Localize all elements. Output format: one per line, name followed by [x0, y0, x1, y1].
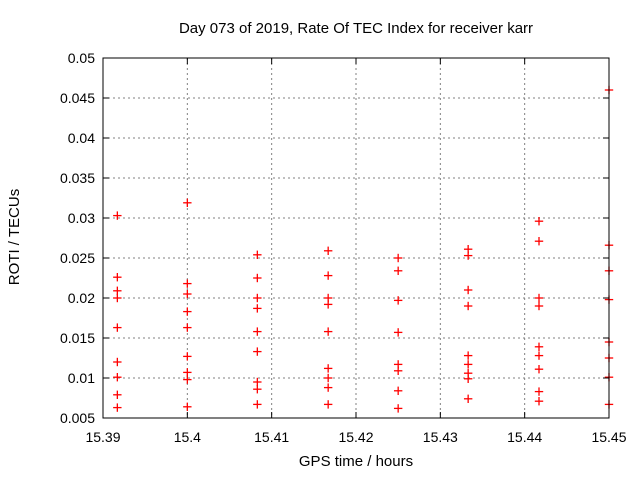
data-point-marker	[393, 386, 403, 395]
data-point-marker	[534, 365, 544, 374]
data-point-marker	[253, 293, 262, 303]
data-point-marker	[323, 373, 333, 383]
data-point-marker	[463, 351, 473, 360]
data-point-marker	[113, 403, 122, 412]
data-point-marker	[253, 250, 262, 259]
data-point-marker	[183, 289, 192, 299]
y-tick-label: 0.04	[68, 130, 95, 146]
data-point-marker	[253, 385, 262, 394]
y-axis-label: ROTI / TECUs	[6, 189, 23, 285]
data-point-marker	[113, 286, 122, 295]
data-point-marker	[253, 304, 262, 313]
data-point-marker	[183, 375, 192, 384]
data-point-marker	[253, 400, 262, 409]
data-point-marker	[253, 347, 262, 356]
data-point-marker	[113, 373, 122, 382]
data-point-marker	[113, 211, 122, 220]
data-point-marker	[463, 394, 473, 403]
data-point-marker	[323, 246, 333, 255]
tick-labels: 15.39 15.4 15.41 15.42 15.43 15.44 15.45 0.005 0…	[60, 50, 627, 445]
data-point-marker	[463, 301, 473, 311]
data-point-marker	[534, 237, 544, 246]
y-tick-label: 0.02	[68, 290, 95, 306]
y-tick-label: 0.005	[60, 410, 95, 426]
data-point-marker	[183, 368, 192, 377]
data-point-marker	[113, 390, 122, 399]
data-point-marker	[323, 271, 333, 280]
data-point-marker	[534, 293, 544, 303]
data-point-marker	[534, 301, 544, 311]
data-point-marker	[323, 383, 333, 392]
data-point-marker	[393, 296, 403, 305]
y-tick-label: 0.05	[68, 50, 95, 66]
data-point-marker	[323, 300, 333, 309]
y-tick-label: 0.045	[60, 90, 95, 106]
data-point-marker	[323, 327, 333, 336]
data-point-marker	[534, 217, 544, 226]
y-tick-label: 0.015	[60, 330, 95, 346]
data-point-marker	[183, 198, 192, 207]
data-point-marker	[113, 357, 122, 367]
data-point-marker	[393, 404, 403, 413]
data-point-marker	[463, 374, 473, 383]
data-point-marker	[323, 400, 333, 409]
data-point-marker	[463, 251, 473, 260]
data-point-marker	[393, 266, 403, 275]
data-point-marker	[253, 377, 262, 387]
chart-title: Day 073 of 2019, Rate Of TEC Index for r…	[179, 20, 533, 37]
data-point-marker	[534, 342, 544, 351]
data-point-marker	[253, 327, 262, 336]
data-point-marker	[113, 273, 122, 282]
x-tick-label: 15.42	[338, 429, 373, 445]
y-tick-label: 0.035	[60, 170, 95, 186]
data-point-marker	[534, 351, 544, 360]
data-point-marker	[393, 366, 403, 375]
x-tick-label: 15.45	[591, 429, 626, 445]
data-point-marker	[393, 253, 403, 263]
data-point-marker	[183, 307, 192, 316]
data-point-marker	[463, 360, 473, 369]
x-tick-label: 15.41	[254, 429, 289, 445]
x-axis-label: GPS time / hours	[299, 453, 413, 470]
data-point-marker	[183, 323, 192, 332]
data-point-marker	[113, 323, 122, 332]
x-tick-label: 15.39	[85, 429, 120, 445]
data-point-marker	[113, 293, 122, 303]
x-tick-label: 15.44	[507, 429, 542, 445]
y-tick-label: 0.025	[60, 250, 95, 266]
x-tick-label: 15.4	[174, 429, 201, 445]
y-tick-label: 0.01	[68, 370, 95, 386]
data-point-marker	[534, 387, 544, 396]
x-tick-label: 15.43	[423, 429, 458, 445]
data-point-marker	[393, 328, 403, 337]
gridlines	[103, 58, 609, 418]
data-point-marker	[183, 352, 192, 361]
plot-frame	[102, 57, 610, 419]
data-point-marker	[183, 279, 192, 288]
data-point-marker	[463, 285, 473, 295]
data-point-marker	[534, 397, 544, 406]
data-point-marker	[183, 402, 192, 411]
y-tick-label: 0.03	[68, 210, 95, 226]
data-points	[113, 85, 614, 413]
data-point-marker	[323, 364, 333, 373]
data-point-marker	[253, 273, 262, 283]
